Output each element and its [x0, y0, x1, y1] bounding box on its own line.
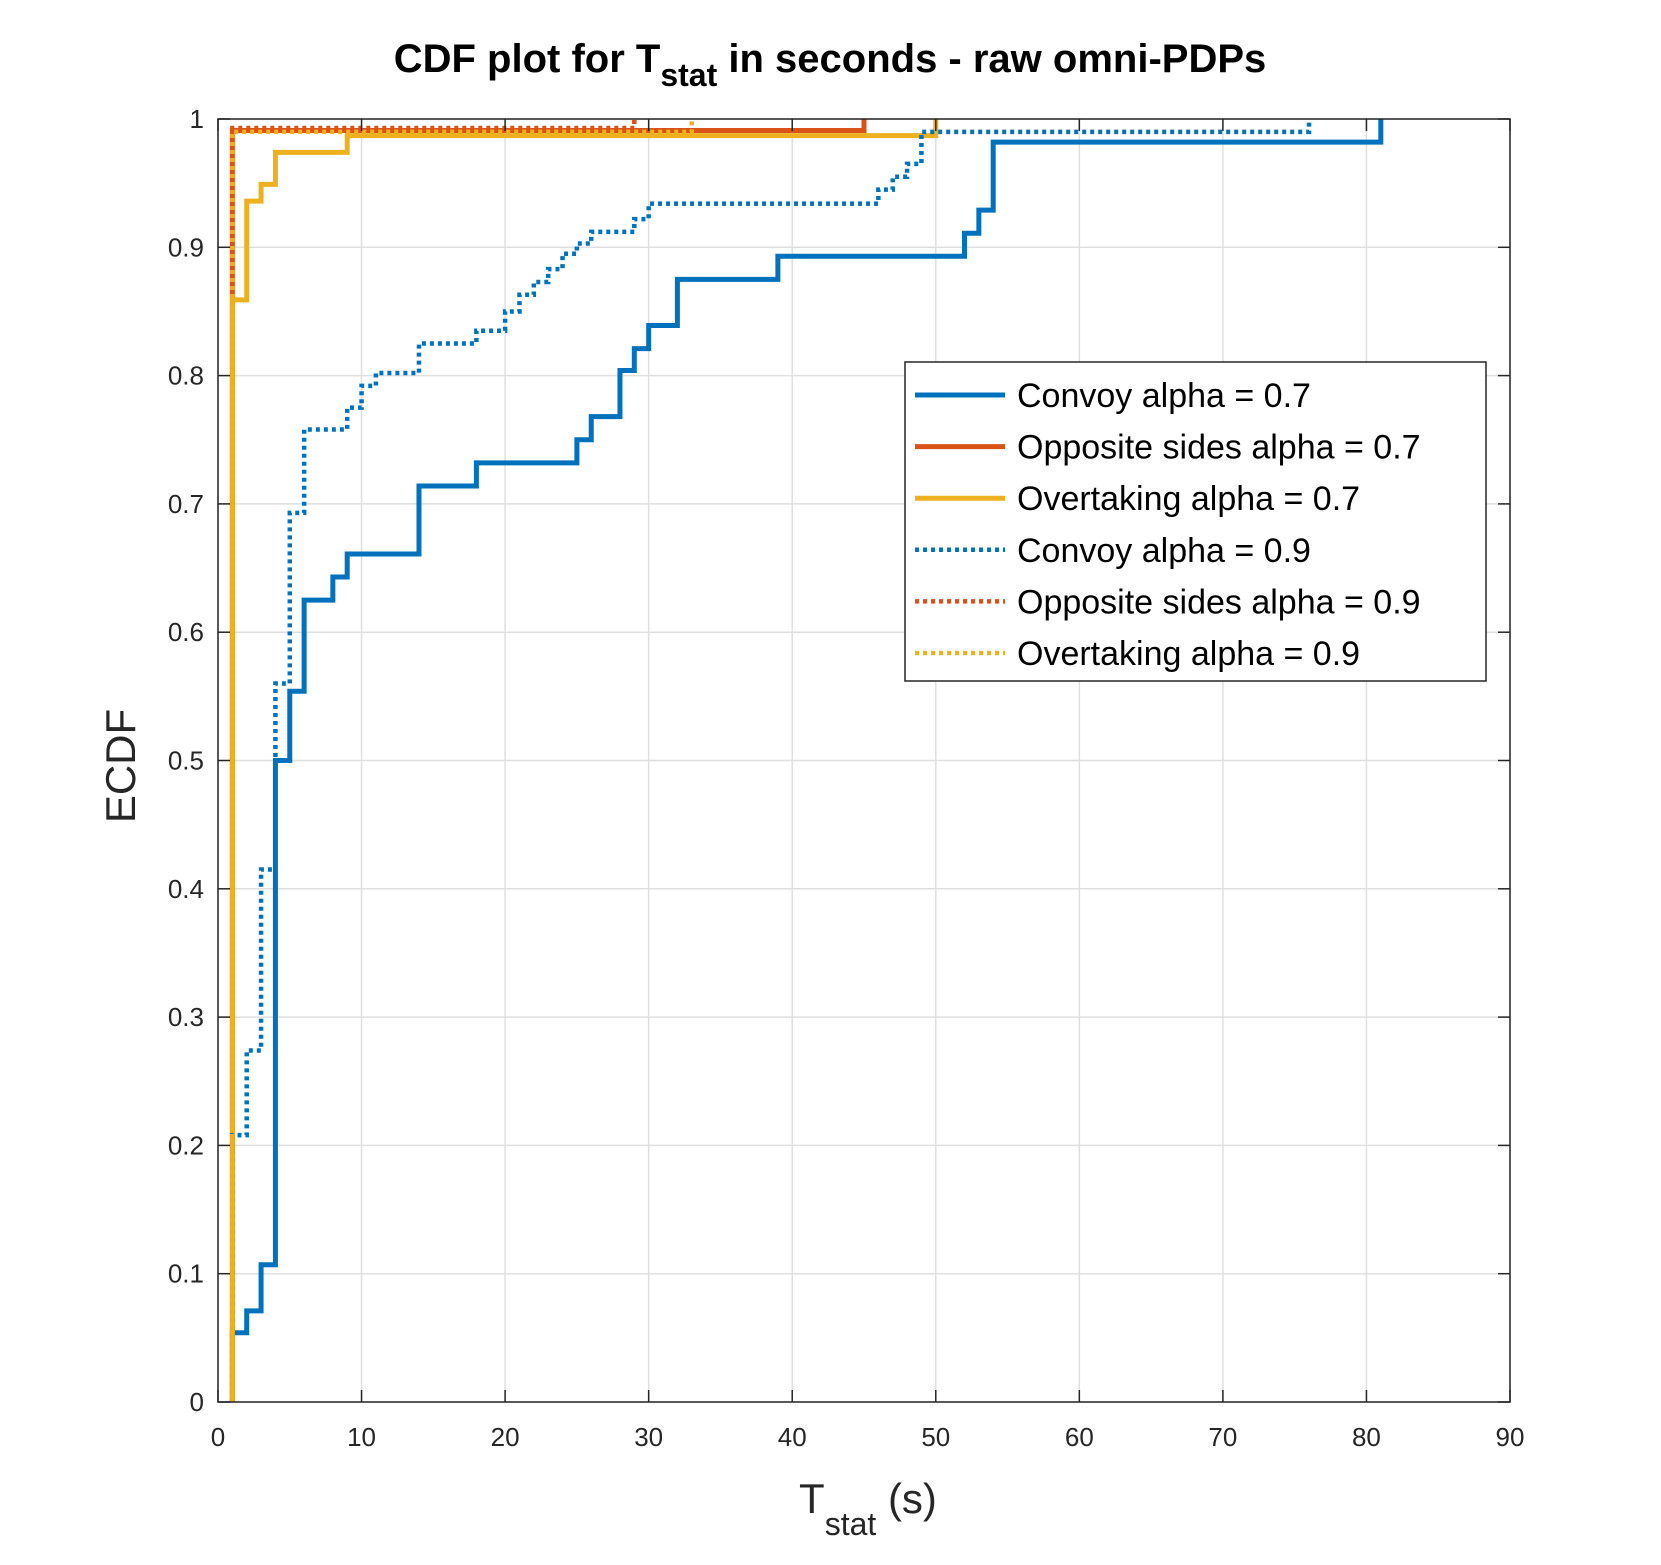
legend-label: Overtaking alpha = 0.9	[1017, 635, 1360, 673]
y-tick-label: 0.3	[168, 1002, 204, 1032]
y-tick-label: 0.9	[168, 232, 204, 262]
axis-ticks	[217, 118, 1511, 1403]
series-line-4	[230, 119, 1312, 1402]
legend-label: Convoy alpha = 0.9	[1017, 532, 1311, 570]
legend-label: Overtaking alpha = 0.7	[1017, 480, 1360, 518]
y-tick-label: 0.7	[168, 489, 204, 519]
legend: Convoy alpha = 0.7 Opposite sides alpha =…	[904, 361, 1487, 682]
y-tick-label: 0.8	[168, 361, 204, 391]
x-tick-label: 50	[921, 1422, 950, 1452]
x-tick-label: 10	[347, 1422, 376, 1452]
series-line-3	[229, 119, 939, 1402]
chart-title: CDF plot for Tstat in seconds - raw omni…	[394, 37, 1267, 93]
legend-label: Opposite sides alpha = 0.7	[1017, 429, 1421, 467]
x-tick-label: 40	[778, 1422, 807, 1452]
y-tick-label: 0.4	[168, 874, 204, 904]
y-tick-label: 0.5	[168, 746, 204, 776]
y-tick-label: 0.2	[168, 1130, 204, 1160]
x-tick-label: 90	[1496, 1422, 1525, 1452]
series-group	[229, 119, 1384, 1402]
x-tick-label: 0	[211, 1422, 225, 1452]
legend-box	[904, 361, 1487, 682]
y-tick-label: 0.1	[168, 1259, 204, 1289]
legend-label: Opposite sides alpha = 0.9	[1017, 583, 1421, 621]
x-tick-label: 60	[1065, 1422, 1094, 1452]
y-tick-label: 0.6	[168, 617, 204, 647]
x-tick-label: 80	[1352, 1422, 1381, 1452]
y-tick-label: 0	[190, 1387, 204, 1417]
x-tick-label: 20	[491, 1422, 520, 1452]
y-tick-label: 1	[190, 104, 204, 134]
x-tick-label: 30	[634, 1422, 663, 1452]
x-axis-title: Tstat (s)	[799, 1475, 937, 1542]
legend-label: Convoy alpha = 0.7	[1017, 377, 1311, 415]
series-line-6	[230, 119, 694, 1402]
series-line-5	[230, 119, 637, 1402]
x-tick-label: 70	[1208, 1422, 1237, 1452]
tick-labels: 0 10 20 30 40 50 60 70 80 90 0 0.1 0.2 0.3 0.4 0.5 0.6 0.…	[168, 104, 1525, 1452]
y-axis-title: ECDF	[97, 709, 144, 823]
